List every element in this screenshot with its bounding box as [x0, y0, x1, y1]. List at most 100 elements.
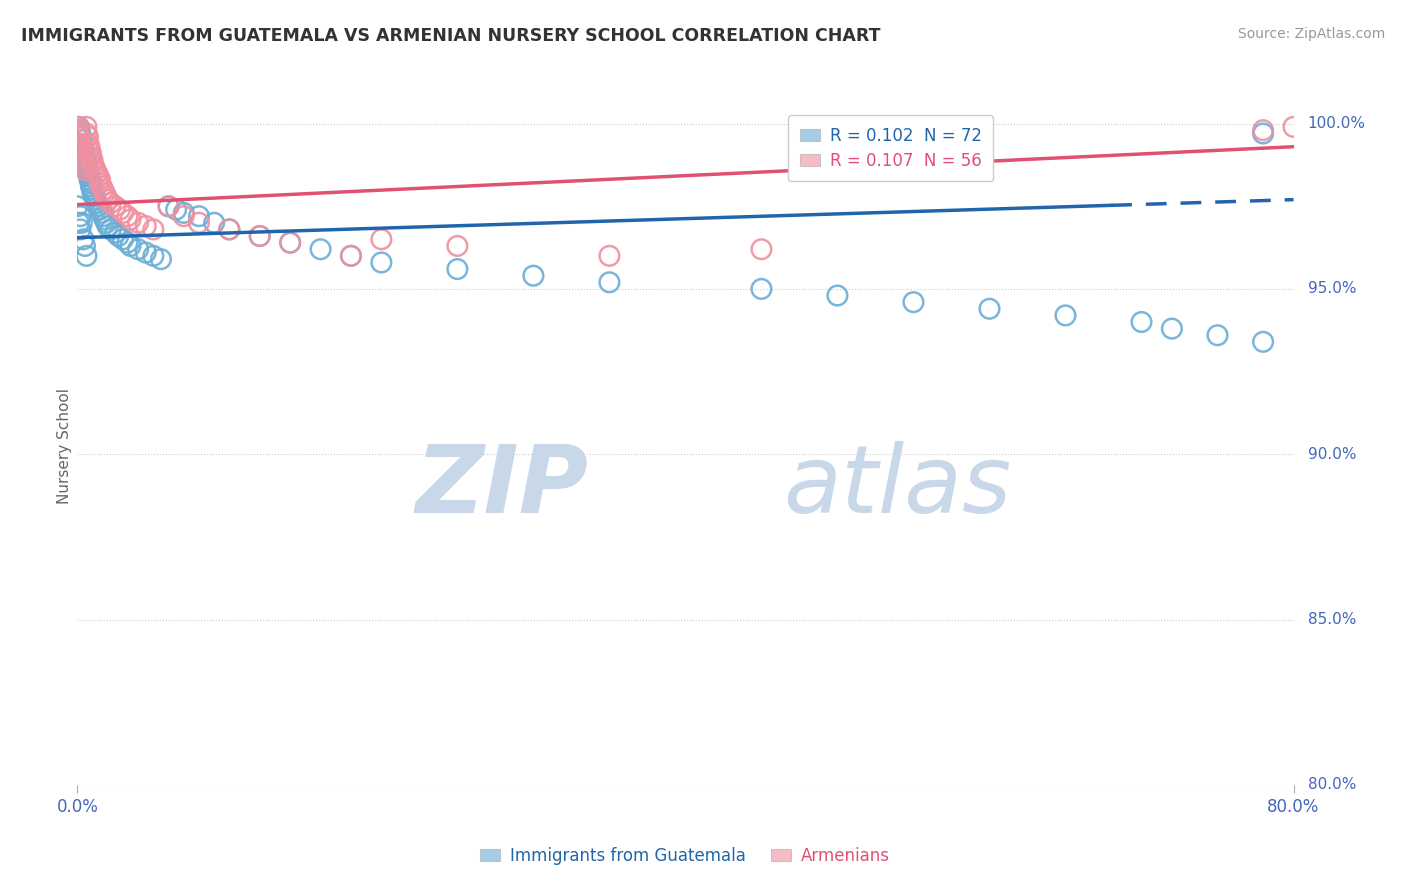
Point [249, 229, 271, 244]
Point [83, 160, 105, 174]
Point [100, 222, 122, 236]
Point [80, 150, 103, 164]
Point [82, 186, 104, 200]
Point [97, 219, 120, 233]
Point [598, 275, 620, 289]
Point [73, 150, 96, 164]
Point [80, 176, 103, 190]
Point [67, 123, 90, 137]
Point [82, 153, 104, 167]
Point [1054, 309, 1077, 323]
Point [90, 179, 112, 194]
Point [97, 193, 120, 207]
Point [1251, 127, 1274, 141]
Point [1251, 123, 1274, 137]
Point [96, 216, 118, 230]
Point [75, 156, 97, 170]
Point [84, 193, 107, 207]
Point [69, 143, 91, 157]
Point [79, 169, 101, 184]
Legend: Immigrants from Guatemala, Armenians: Immigrants from Guatemala, Armenians [474, 840, 897, 871]
Point [278, 235, 301, 250]
Point [93, 212, 115, 227]
Point [93, 186, 115, 200]
Point [80, 146, 103, 161]
Point [117, 209, 139, 223]
Point [72, 153, 94, 167]
Y-axis label: Nursery School: Nursery School [56, 388, 72, 504]
Text: 85.0%: 85.0% [1308, 612, 1355, 627]
Point [79, 143, 101, 157]
Point [157, 199, 180, 213]
Point [135, 219, 157, 233]
Point [120, 212, 142, 227]
Point [142, 249, 165, 263]
Point [108, 202, 131, 217]
Point [69, 129, 91, 144]
Point [75, 127, 97, 141]
Point [91, 183, 114, 197]
Point [370, 232, 392, 246]
Point [370, 255, 392, 269]
Point [77, 136, 100, 151]
Point [751, 242, 773, 256]
Point [77, 129, 100, 144]
Point [89, 176, 111, 190]
Text: IMMIGRANTS FROM GUATEMALA VS ARMENIAN NURSERY SCHOOL CORRELATION CHART: IMMIGRANTS FROM GUATEMALA VS ARMENIAN NU… [21, 27, 880, 45]
Point [72, 156, 94, 170]
Point [87, 199, 110, 213]
Point [86, 166, 108, 180]
Point [84, 162, 107, 177]
Text: 80.0%: 80.0% [1308, 778, 1355, 792]
Point [79, 173, 101, 187]
Point [75, 160, 97, 174]
Point [80, 179, 103, 194]
Point [70, 139, 93, 153]
Point [751, 282, 773, 296]
Point [111, 232, 134, 246]
Point [69, 139, 91, 153]
Point [173, 206, 195, 220]
Point [903, 295, 925, 310]
Point [111, 206, 134, 220]
Point [827, 288, 849, 302]
Point [117, 235, 139, 250]
Point [104, 226, 127, 240]
Point [100, 196, 122, 211]
Point [149, 252, 172, 267]
Point [70, 216, 93, 230]
Point [67, 136, 90, 151]
Point [446, 262, 468, 277]
Point [73, 153, 96, 167]
Point [127, 242, 149, 256]
Point [340, 249, 363, 263]
Point [127, 216, 149, 230]
Text: 100.0%: 100.0% [1308, 116, 1365, 131]
Point [87, 169, 110, 184]
Point [73, 162, 96, 177]
Text: 90.0%: 90.0% [1308, 447, 1355, 462]
Point [120, 239, 142, 253]
Point [67, 120, 90, 134]
Point [91, 209, 114, 223]
Point [75, 249, 97, 263]
Point [1251, 334, 1274, 349]
Point [278, 235, 301, 250]
Point [90, 206, 112, 220]
Point [82, 156, 104, 170]
Point [79, 139, 101, 153]
Point [73, 160, 96, 174]
Point [218, 222, 240, 236]
Point [70, 146, 93, 161]
Point [69, 127, 91, 141]
Point [142, 222, 165, 236]
Point [979, 301, 1001, 316]
Point [340, 249, 363, 263]
Point [82, 183, 104, 197]
Point [173, 209, 195, 223]
Point [72, 143, 94, 157]
Point [1282, 120, 1305, 134]
Point [107, 229, 129, 244]
Point [67, 129, 90, 144]
Point [104, 199, 127, 213]
